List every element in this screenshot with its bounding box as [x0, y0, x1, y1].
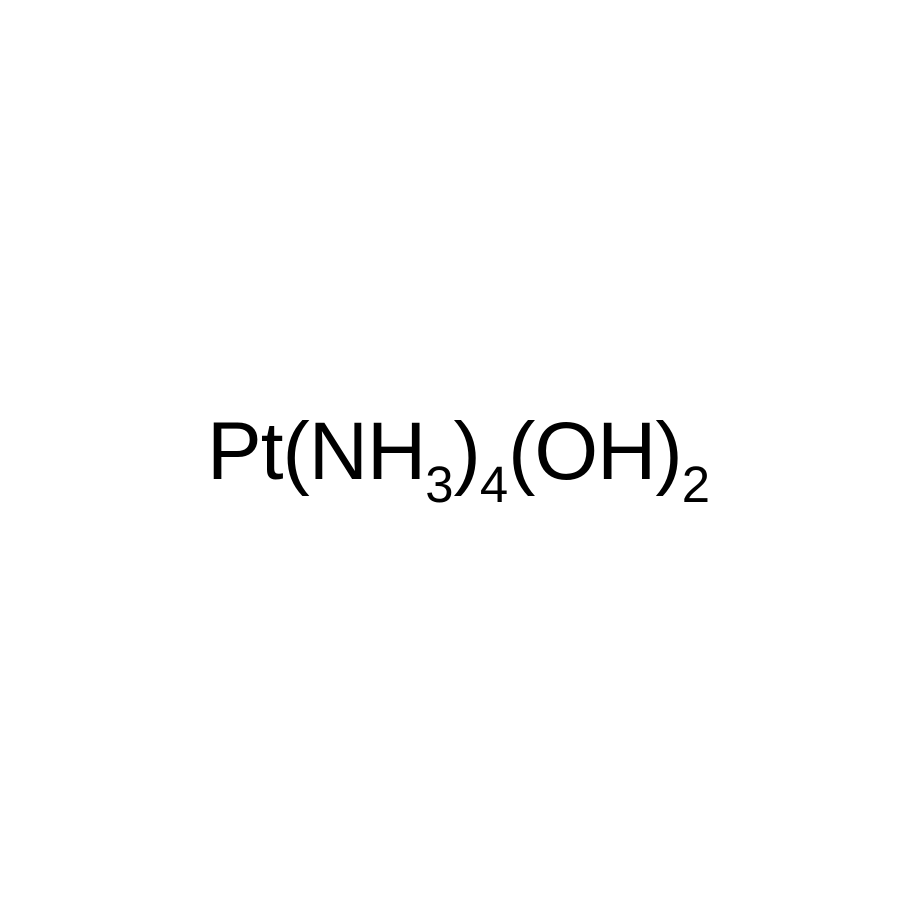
formula-subscript: 3: [425, 456, 453, 513]
formula-segment: ): [454, 406, 480, 497]
formula-subscript: 4: [480, 456, 508, 513]
formula-subscript: 2: [682, 456, 710, 513]
figure-canvas: Pt(NH3)4(OH)2: [0, 0, 917, 917]
chemical-formula: Pt(NH3)4(OH)2: [207, 411, 710, 505]
formula-segment: Pt(NH: [207, 406, 425, 497]
formula-segment: (OH): [508, 406, 682, 497]
